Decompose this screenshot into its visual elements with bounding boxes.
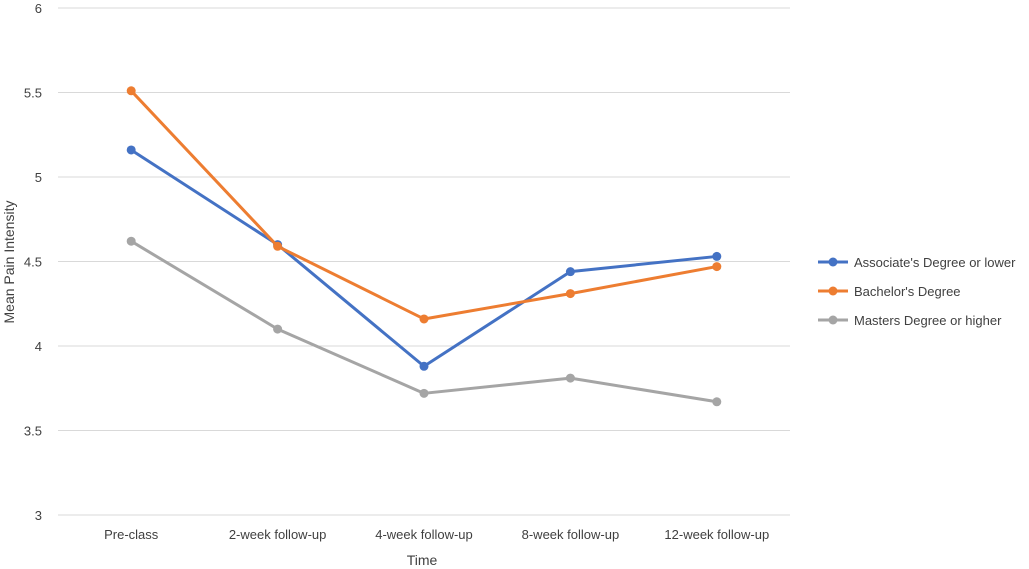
legend-item: Masters Degree or higher — [818, 313, 1002, 328]
y-tick-label: 5 — [35, 170, 42, 185]
x-tick-label: 4-week follow-up — [375, 527, 473, 542]
data-point — [419, 388, 429, 398]
data-point — [565, 289, 575, 299]
data-point — [126, 236, 136, 246]
legend: Associate's Degree or lower Bachelor's De… — [818, 255, 1016, 328]
y-tick-label: 6 — [35, 1, 42, 16]
legend-label: Associate's Degree or lower — [854, 255, 1016, 270]
data-point — [419, 361, 429, 371]
legend-label: Masters Degree or higher — [854, 313, 1002, 328]
x-tick-label: Pre-class — [104, 527, 159, 542]
data-point — [126, 86, 136, 96]
y-tick-label: 4.5 — [24, 255, 42, 270]
legend-swatch-marker — [828, 286, 838, 296]
data-point — [712, 397, 722, 407]
x-axis-ticks: Pre-class 2-week follow-up 4-week follow-u… — [104, 527, 769, 542]
y-axis-ticks: 3 3.5 4 4.5 5 5.5 6 — [24, 1, 42, 523]
series-lines — [126, 86, 722, 407]
gridlines — [58, 7, 790, 516]
x-tick-label: 8-week follow-up — [522, 527, 620, 542]
y-tick-label: 3.5 — [24, 424, 42, 439]
series-2 — [126, 86, 722, 324]
y-axis-title: Mean Pain Intensity — [1, 201, 17, 324]
legend-item: Associate's Degree or lower — [818, 255, 1016, 270]
legend-item: Bachelor's Degree — [818, 284, 961, 299]
data-point — [126, 145, 136, 155]
data-point — [419, 314, 429, 324]
data-point — [273, 324, 283, 334]
legend-swatch-marker — [828, 257, 838, 267]
data-point — [565, 373, 575, 383]
y-tick-label: 5.5 — [24, 86, 42, 101]
x-axis-title: Time — [407, 552, 438, 568]
series-line — [129, 89, 719, 321]
legend-label: Bachelor's Degree — [854, 284, 961, 299]
data-point — [712, 262, 722, 272]
x-tick-label: 2-week follow-up — [229, 527, 327, 542]
y-tick-label: 3 — [35, 508, 42, 523]
y-tick-label: 4 — [35, 339, 42, 354]
data-point — [712, 251, 722, 261]
data-point — [273, 241, 283, 251]
series-3 — [126, 236, 722, 407]
legend-swatch-marker — [828, 315, 838, 325]
data-point — [565, 267, 575, 277]
x-tick-label: 12-week follow-up — [664, 527, 769, 542]
